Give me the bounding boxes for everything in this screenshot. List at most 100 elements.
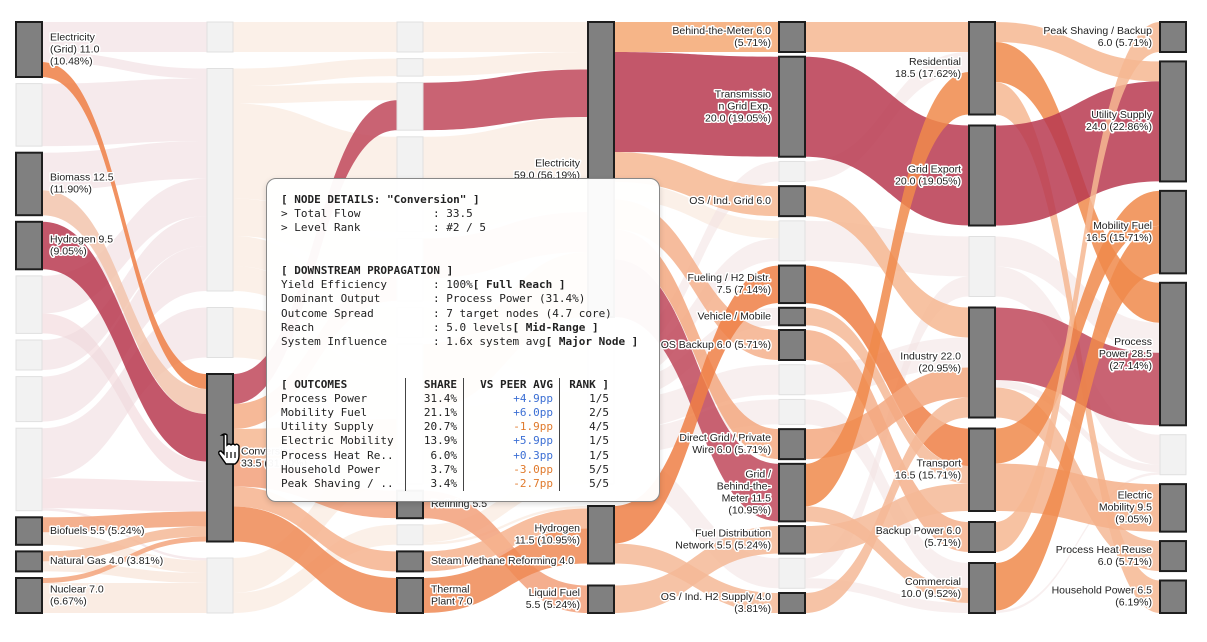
flow-link (805, 22, 969, 52)
node (968, 306, 996, 419)
node-label: (9.05%) (1115, 514, 1152, 526)
node (968, 124, 996, 227)
propagation-row: Reach: 5.0 levels [ Mid-Range ] (281, 321, 659, 335)
node-label: Mobility Fuel (1093, 220, 1152, 232)
node (587, 505, 615, 565)
node (15, 427, 43, 512)
node-label: Biofuels 5.5 (5.24%) (50, 525, 145, 537)
node-label: (6.19%) (1115, 597, 1152, 609)
propagation-row: Dominant Output: Process Power (31.4%) (281, 292, 659, 306)
outcome-cell: Mobility Fuel (281, 405, 368, 419)
node-label: Residential (909, 56, 961, 68)
node-label: 16.5 (15.71%) (895, 470, 961, 482)
detail-key: > Total Flow (281, 207, 361, 221)
flow-link (42, 508, 207, 561)
outcome-cell: 5/5 (559, 462, 615, 477)
flow-link (805, 330, 969, 552)
outcome-cell: 20.7% (405, 420, 463, 435)
outcome-cell: 21.1% (405, 405, 463, 421)
node-label: (20.95%) (918, 362, 961, 374)
node (968, 562, 996, 614)
flow-link (805, 72, 969, 507)
node-label: Grid / (745, 468, 771, 480)
flow-link (42, 78, 207, 147)
propagation-value: : 7 target nodes (4.7 core) (433, 306, 612, 320)
node-label: (10.95%) (728, 504, 771, 516)
node (396, 82, 424, 131)
flow-link (423, 506, 588, 545)
node (778, 55, 806, 158)
node (778, 160, 806, 182)
node-label: Transport (916, 458, 961, 470)
node (778, 264, 806, 305)
node-label: Backup Power 6.0 (876, 525, 961, 537)
node-label: Process (1114, 336, 1152, 348)
node-label: 6.0 (5.71%) (1098, 556, 1152, 568)
flow-link (233, 486, 397, 572)
tooltip-title: [ NODE DETAILS: "Conversion" ] (281, 193, 480, 206)
flow-link (614, 229, 779, 460)
node (968, 427, 996, 512)
flow-link (614, 22, 779, 52)
outcome-cell: 5/5 (559, 477, 615, 492)
node-label: Electricity (50, 31, 96, 43)
flow-link (42, 22, 207, 52)
outcome-cell: +0.3pp (463, 448, 559, 463)
node (396, 550, 424, 573)
outcome-cell: 3.7% (405, 462, 463, 477)
node (778, 557, 806, 589)
propagation-value: : 100% (433, 278, 473, 292)
node-label: Process Heat Reuse (1056, 544, 1152, 556)
outcome-cell: Peak Shaving / .. (281, 477, 394, 490)
flow-link (42, 536, 207, 583)
outcome-cell: Utility Supply (281, 420, 374, 434)
node-label: Network 5.5 (5.24%) (675, 540, 771, 552)
propagation-tag: [ Major Node ] (545, 335, 639, 348)
node (396, 21, 424, 53)
node (15, 550, 43, 573)
node-label: Electricity (535, 157, 581, 169)
flow-link (805, 265, 969, 466)
flow-link (614, 238, 779, 382)
outcomes-header: [ OUTCOMES (281, 377, 348, 391)
node-label: (6.67%) (50, 595, 87, 607)
node (1159, 483, 1187, 533)
node (1159, 189, 1187, 275)
node-label: OS / Ind. Grid 6.0 (689, 195, 771, 207)
node-label: Utility Supply (1091, 109, 1152, 121)
propagation-key: System Influence (281, 335, 387, 348)
flow-link (423, 508, 588, 572)
flow-link (805, 186, 969, 338)
node-label: Hydrogen 9.5 (50, 233, 113, 245)
node-label: Thermal (431, 583, 470, 595)
node-label: 16.5 (15.71%) (1086, 232, 1152, 244)
flow-link (42, 511, 207, 533)
flow-link (42, 62, 207, 389)
node-label: (27.14%) (1109, 360, 1152, 372)
detail-row: > Total Flow: 33.5 (281, 207, 659, 221)
node-label: Direct Grid / Private (679, 432, 771, 444)
outcomes-header: RANK ] (559, 377, 615, 392)
node-label: (3.81%) (734, 603, 771, 615)
node-label: Behind-the-Meter 6.0 (672, 25, 771, 37)
node-label: Nuclear 7.0 (50, 583, 104, 595)
flow-link (614, 265, 779, 544)
flow-link (42, 532, 207, 573)
outcome-cell: Household Power (281, 462, 381, 476)
node (396, 524, 424, 546)
node-label: 24.0 (22.86%) (1086, 121, 1152, 133)
node (778, 329, 806, 361)
outcome-cell: +6.0pp (463, 405, 559, 421)
node-label: Plant 7.0 (431, 595, 473, 607)
node (15, 339, 43, 371)
detail-row: > Level Rank: #2 / 5 (281, 221, 659, 235)
flow-link (42, 478, 207, 512)
node-label: (10.48%) (50, 55, 93, 67)
node (968, 521, 996, 553)
node-label: Commercial (905, 576, 961, 588)
tooltip: [ NODE DETAILS: "Conversion" ] > Total Fl… (266, 178, 660, 502)
node (206, 21, 234, 53)
node (778, 306, 806, 327)
flow-link (614, 52, 779, 157)
